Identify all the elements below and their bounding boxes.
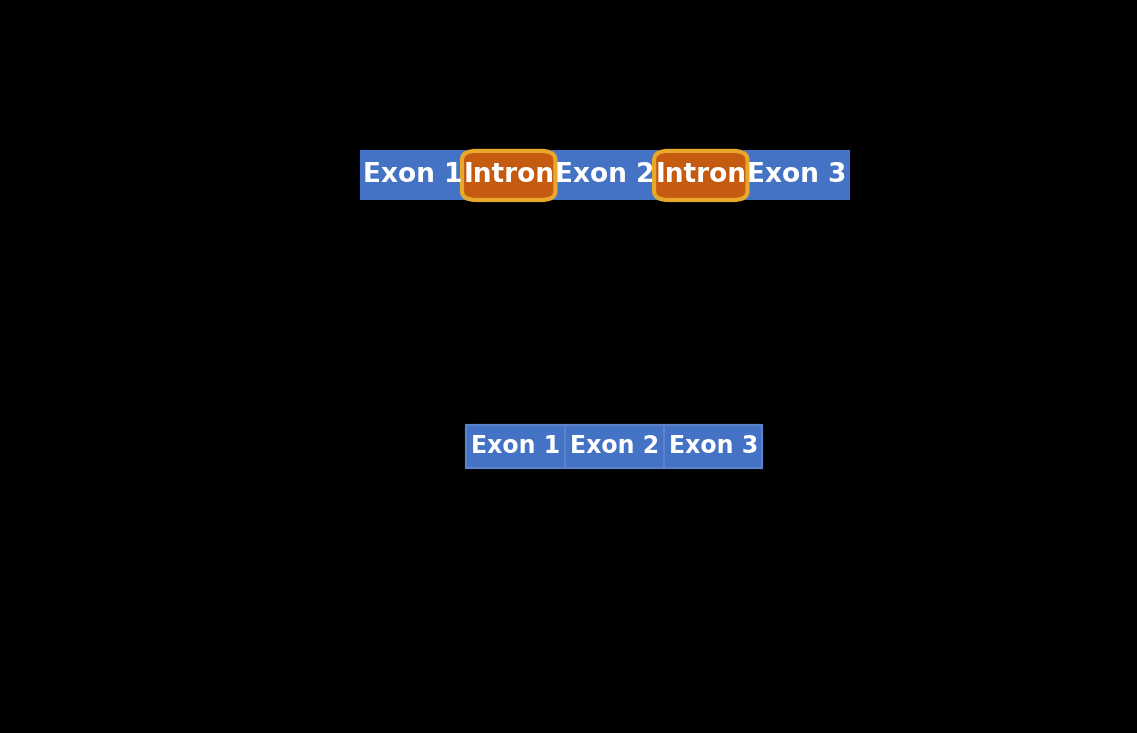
FancyBboxPatch shape [462, 151, 555, 200]
Bar [466, 425, 763, 468]
Text: Exon 1: Exon 1 [363, 163, 463, 188]
Bar [553, 152, 657, 199]
FancyBboxPatch shape [654, 151, 747, 200]
Bar [745, 152, 849, 199]
Text: Exon 3: Exon 3 [747, 163, 847, 188]
Text: Exon 2: Exon 2 [570, 435, 659, 458]
Bar [565, 425, 664, 468]
Bar [664, 425, 763, 468]
Bar [360, 152, 465, 199]
Text: Exon 1: Exon 1 [471, 435, 561, 458]
Bar [466, 425, 565, 468]
Text: Exon 2: Exon 2 [555, 163, 655, 188]
Text: Intron: Intron [655, 163, 746, 188]
Text: Intron: Intron [463, 163, 554, 188]
Text: Exon 3: Exon 3 [669, 435, 757, 458]
